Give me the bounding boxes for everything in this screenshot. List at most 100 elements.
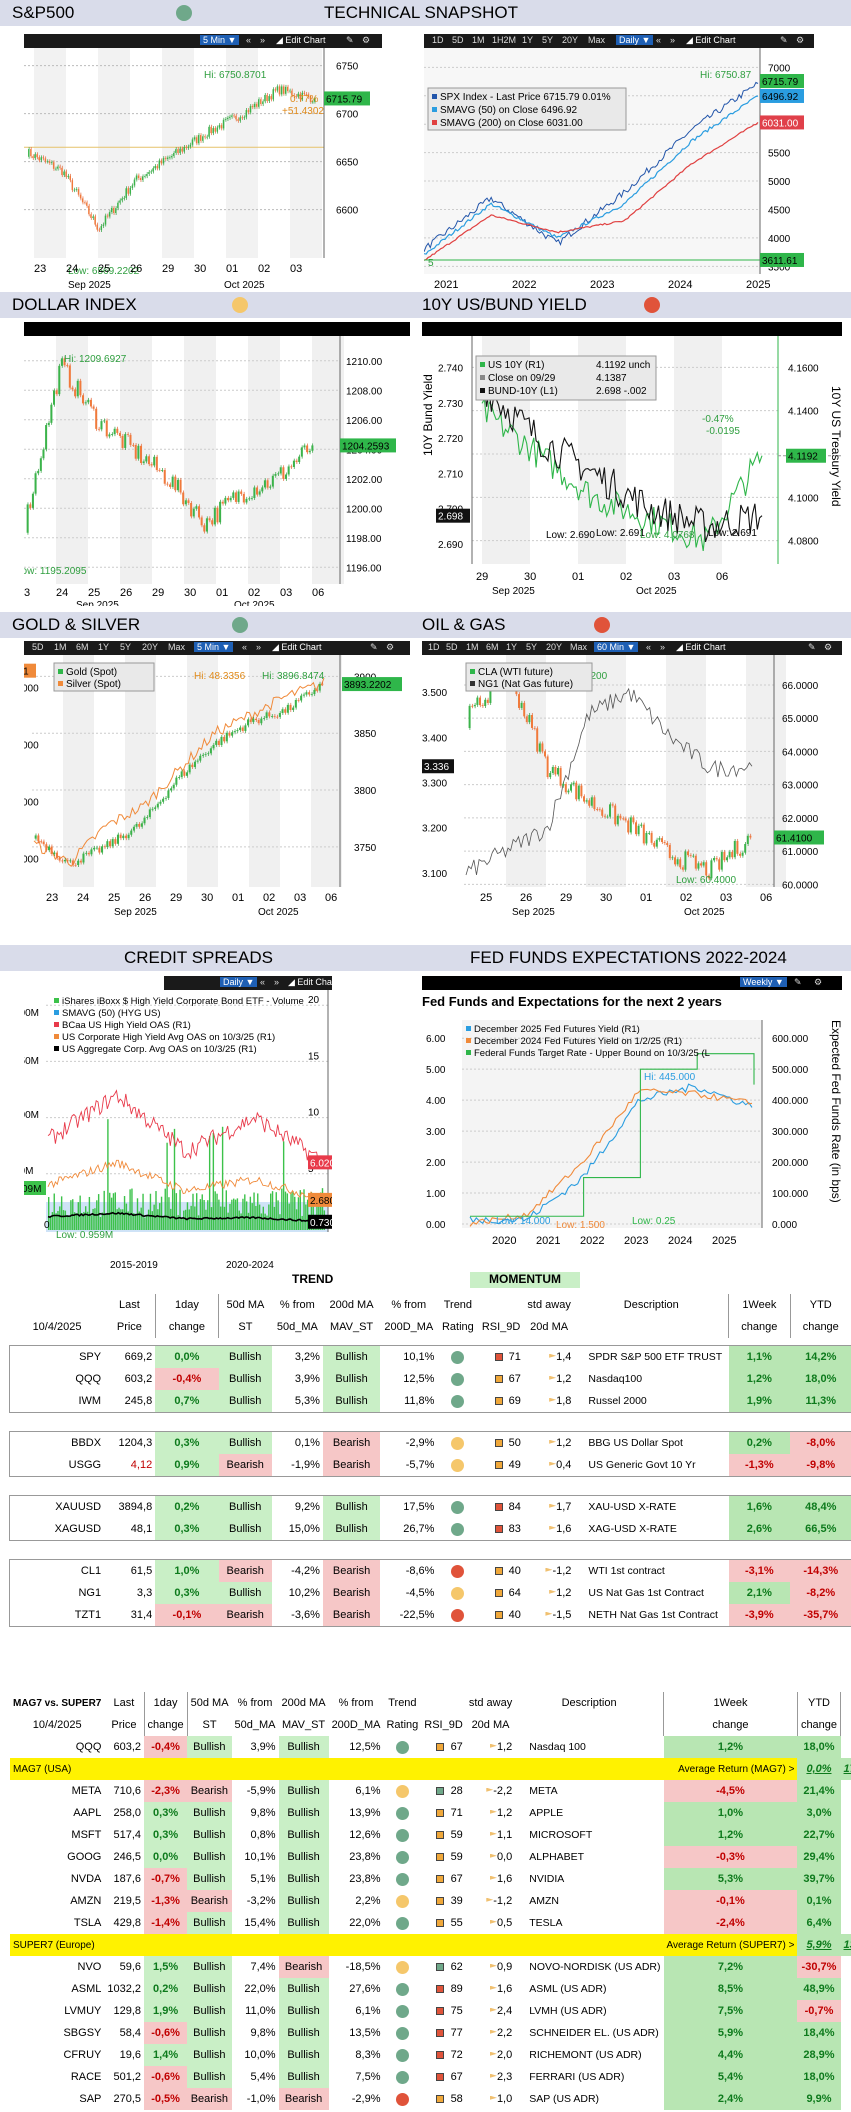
period-max[interactable]: Max xyxy=(588,35,606,45)
period-max[interactable]: Max xyxy=(570,642,588,652)
nav-back-icon[interactable]: « xyxy=(246,35,252,45)
period-1m[interactable]: 1M xyxy=(54,642,67,652)
period-5y[interactable]: 5Y xyxy=(542,35,554,45)
period-6m[interactable]: 6M xyxy=(76,642,89,652)
period-1d[interactable]: 1D xyxy=(428,642,440,652)
edit-chart-button[interactable]: ◢ Edit Chart xyxy=(676,642,726,652)
right-tick-label: 10 xyxy=(308,1108,320,1119)
period-1y[interactable]: 1Y xyxy=(522,35,534,45)
period-5y[interactable]: 5Y xyxy=(120,642,132,652)
gear-icon[interactable]: ⚙ xyxy=(824,642,833,652)
period-20y[interactable]: 20Y xyxy=(546,642,563,652)
table-row[interactable]: CFRUY 19,6 1,4% Bullish 10,0% Bullish 8,3% 72 2… xyxy=(10,2044,851,2066)
table-row[interactable]: MSFT 517,4 0,3% Bullish 0,8% Bullish 12,6% 59 1… xyxy=(10,1824,851,1846)
period-5d[interactable]: 5D xyxy=(452,35,464,45)
period-6m[interactable]: 6M xyxy=(486,642,499,652)
table-row[interactable]: META 710,6 -2,3% Bearish -5,9% Bullish 6,1% 28… xyxy=(10,1780,851,1802)
table-row[interactable]: NVDA 187,6 -0,7% Bullish 5,1% Bullish 23,8% 67… xyxy=(10,1868,851,1890)
period-5d[interactable]: 5D xyxy=(32,642,44,652)
table-row[interactable]: QQQ 603,2 -0,4% Bullish 3,9% Bullish 12,5% 67 1… xyxy=(10,1736,851,1758)
oil-candle xyxy=(668,845,671,859)
nav-back-icon[interactable]: « xyxy=(242,642,248,652)
x-tick-label: 03 xyxy=(280,587,292,599)
gear-icon[interactable]: ⚙ xyxy=(386,642,395,652)
gear-icon[interactable]: ⚙ xyxy=(362,35,371,45)
pct-from-200d: 2,2% xyxy=(355,1895,381,1907)
table-row[interactable]: GOOG 246,5 0,0% Bullish 10,1% Bullish 23,8% 59… xyxy=(10,1846,851,1868)
table-row[interactable]: LVMUY 129,8 1,9% Bullish 11,0% Bullish 6,1% 75… xyxy=(10,2000,851,2022)
period-max[interactable]: Max xyxy=(168,642,186,652)
edit-chart-button[interactable]: ◢ Edit Chart xyxy=(272,642,322,652)
period-20y[interactable]: 20Y xyxy=(142,642,159,652)
table-row[interactable]: RACE 501,2 -0,6% Bullish 5,4% Bullish 7,5% 67 2… xyxy=(10,2066,851,2088)
nav-forward-icon[interactable]: » xyxy=(274,977,280,987)
spx1-candle xyxy=(303,92,306,94)
period-1y[interactable]: 1Y xyxy=(506,642,518,652)
interval-5min-button[interactable]: 5 Min ▼ xyxy=(194,642,234,652)
nav-forward-icon[interactable]: » xyxy=(660,642,666,652)
table-row[interactable]: IWM 245,8 0,7% Bullish 5,3% Bullish 11,8% 69 1,… xyxy=(10,1390,851,1412)
nav-back-icon[interactable]: « xyxy=(646,642,652,652)
interval-daily-button[interactable]: Daily ▼ xyxy=(616,35,654,45)
std-away-value: 2,3 xyxy=(496,2071,513,2083)
gear-icon[interactable]: ⚙ xyxy=(814,977,823,987)
interval-60min-button[interactable]: 60 Min ▼ xyxy=(594,642,639,652)
table-row[interactable]: QQQ 603,2 -0,4% Bullish 3,9% Bullish 12,5% 67 1… xyxy=(10,1368,851,1390)
period-5y[interactable]: 5Y xyxy=(526,642,538,652)
rsi-icon xyxy=(494,1611,503,1620)
table-row[interactable]: XAUUSD 3894,8 0,2% Bullish 9,2% Bullish 17,5% … xyxy=(10,1496,851,1518)
credit-plot: 200M150M100M50M20151056.02002.68000.7300… xyxy=(24,990,332,1271)
dxy-candle xyxy=(232,492,235,498)
period-1h2m[interactable]: 1H2M xyxy=(492,35,517,45)
oil-candle xyxy=(684,851,687,870)
edit-chart-button[interactable]: ◢ Edit Chart xyxy=(276,35,326,45)
table-row[interactable]: TZT1 31,4 -0,1% Bearish -3,6% Bearish -22,5% 4… xyxy=(10,1604,851,1626)
nav-back-icon[interactable]: « xyxy=(260,977,266,987)
period-5d[interactable]: 5D xyxy=(446,642,458,652)
period-20y[interactable]: 20Y xyxy=(562,35,579,45)
nav-forward-icon[interactable]: » xyxy=(256,642,262,652)
table-row[interactable]: USGG 4,12 0,9% Bearish -1,9% Bearish -5,7% 49 0… xyxy=(10,1454,851,1476)
table-row[interactable]: AAPL 258,0 0,3% Bullish 9,8% Bullish 13,9% 71 1… xyxy=(10,1802,851,1824)
interval-weekly-button[interactable]: Weekly ▼ xyxy=(740,977,787,987)
std-away: 1,0 xyxy=(466,2088,515,2110)
gear-icon[interactable]: ⚙ xyxy=(796,35,805,45)
period-1d[interactable]: 1D xyxy=(432,35,444,45)
draw-icon[interactable]: ✎ xyxy=(780,35,788,45)
dxy-candle xyxy=(31,493,34,508)
interval-5min-button[interactable]: 5 Min ▼ xyxy=(200,35,240,45)
draw-icon[interactable]: ✎ xyxy=(808,642,816,652)
oil-candle xyxy=(533,727,536,729)
table-row[interactable]: SAP 270,5 -0,5% Bearish -1,0% Bearish -2,9% 58… xyxy=(10,2088,851,2110)
nav-forward-icon[interactable]: » xyxy=(670,35,676,45)
nav-back-icon[interactable]: « xyxy=(656,35,662,45)
x-tick-label: 2022 xyxy=(512,279,536,290)
table-row[interactable]: TSLA 429,8 -1,4% Bullish 15,4% Bullish 22,0% 5… xyxy=(10,1912,851,1934)
fed-line-0 xyxy=(469,1083,753,1225)
fed-line-2 xyxy=(470,1053,755,1217)
table-row[interactable]: ASML 1032,2 0,2% Bullish 22,0% Bullish 27,6% 8… xyxy=(10,1978,851,2000)
dxy-candle xyxy=(53,390,56,405)
table-row[interactable]: AMZN 219,5 -1,3% Bearish -3,2% Bullish 2,2% 39… xyxy=(10,1890,851,1912)
edit-chart-button[interactable]: ◢ Edit Chart xyxy=(686,35,736,45)
draw-icon[interactable]: ✎ xyxy=(794,977,802,987)
y-tick-label: 3850 xyxy=(354,729,377,740)
table-row[interactable]: NVO 59,6 1,5% Bullish 7,4% Bearish -18,5% 62 0,… xyxy=(10,1956,851,1978)
draw-icon[interactable]: ✎ xyxy=(370,642,378,652)
table-row[interactable]: SPY 669,2 0,0% Bullish 3,2% Bullish 10,1% 71 1,… xyxy=(10,1346,851,1368)
interval-daily-button[interactable]: Daily ▼ xyxy=(220,977,258,987)
table-row[interactable]: NG1 3,3 0,3% Bullish 10,2% Bearish -4,5% 64 1,2… xyxy=(10,1582,851,1604)
period-1m[interactable]: 1M xyxy=(472,35,485,45)
table-row[interactable]: XAGUSD 48,1 0,3% Bullish 15,0% Bullish 26,7% 8… xyxy=(10,1518,851,1540)
period-1y[interactable]: 1Y xyxy=(98,642,110,652)
draw-icon[interactable]: ✎ xyxy=(346,35,354,45)
dxy-candle xyxy=(234,492,237,502)
table-row[interactable]: CL1 61,5 1,0% Bearish -4,2% Bearish -8,6% 40 -1… xyxy=(10,1560,851,1582)
std-away: 0,5 xyxy=(466,1912,515,1934)
table-row[interactable]: BBDX 1204,3 0,3% Bullish 0,1% Bearish -2,9% 50… xyxy=(10,1432,851,1454)
table-row[interactable]: SBGSY 58,4 -0,6% Bullish 9,8% Bullish 13,5% 77… xyxy=(10,2022,851,2044)
col-header: 50d MA xyxy=(226,1299,265,1311)
nav-forward-icon[interactable]: » xyxy=(260,35,266,45)
period-1m[interactable]: 1M xyxy=(466,642,479,652)
edit-chart-button[interactable]: ◢ Edit Chart xyxy=(288,977,332,988)
